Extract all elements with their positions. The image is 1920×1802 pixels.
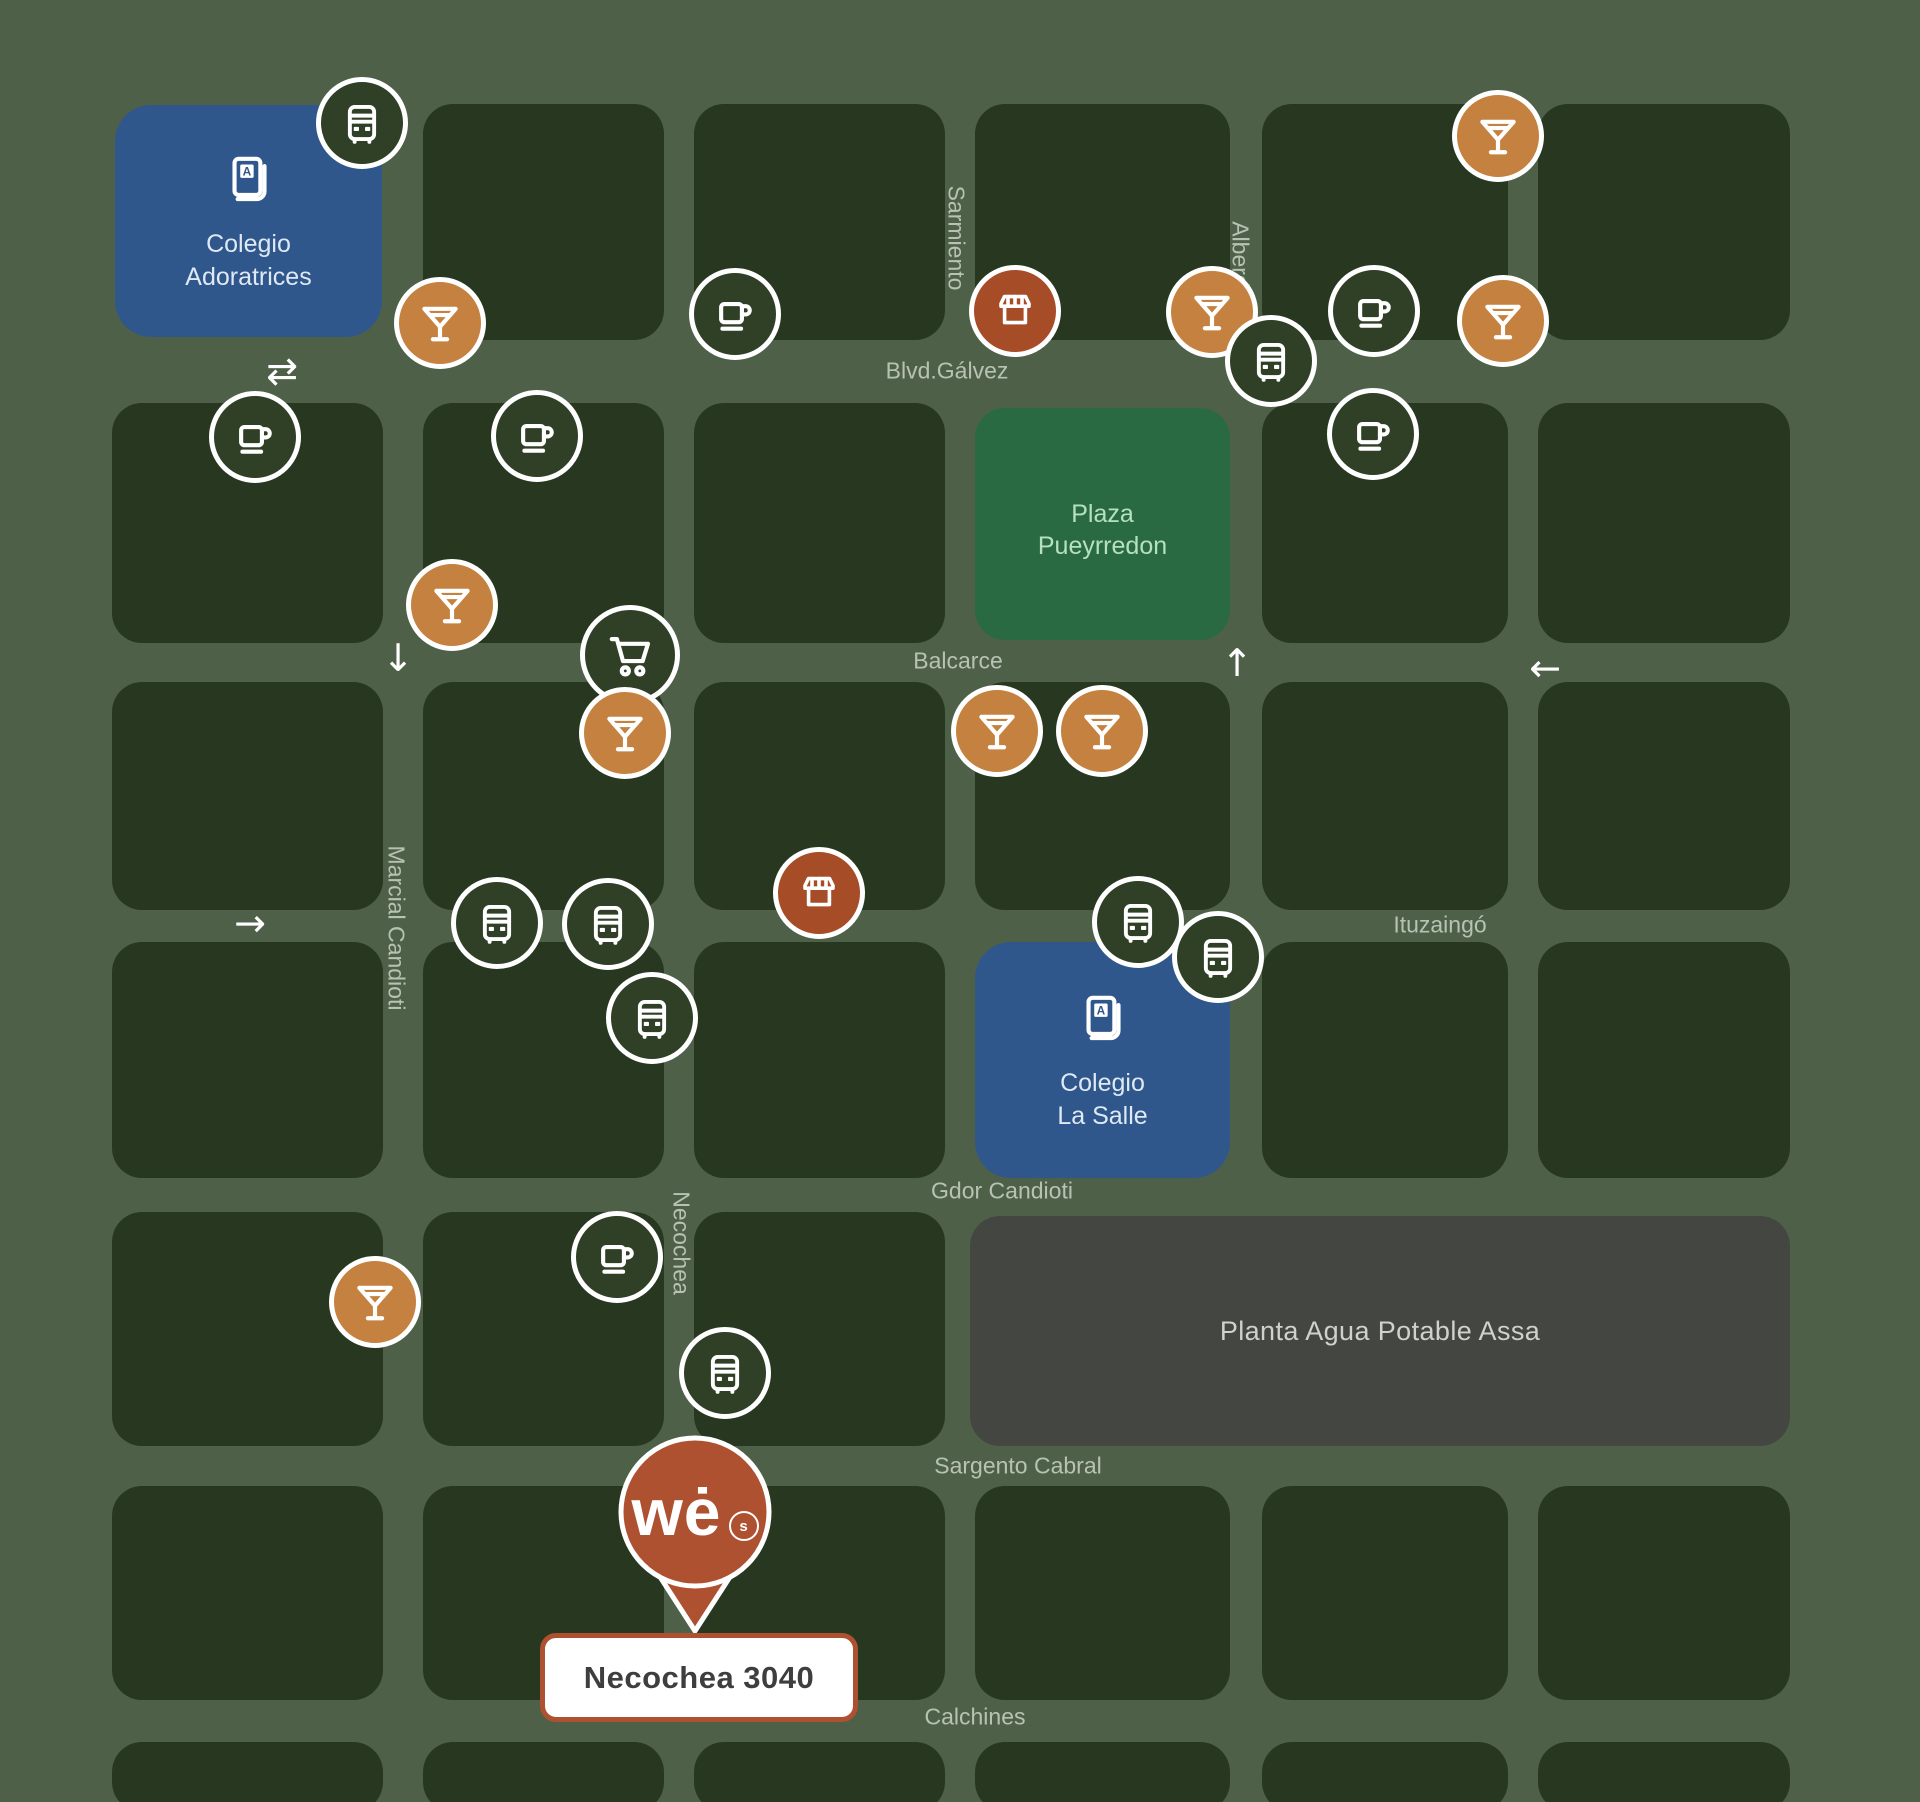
cafe-icon (1328, 265, 1420, 357)
street-label-blvd-g-lvez: Blvd.Gálvez (885, 357, 1009, 384)
down-arrow-icon: ↓ (382, 636, 414, 680)
city-block (112, 942, 383, 1178)
cocktail-bar-icon (1457, 275, 1549, 367)
landmark-label: Colegio La Salle (1057, 1069, 1148, 1130)
up-arrow-icon: ↑ (1221, 641, 1253, 685)
brand-logo: wė s (595, 1472, 795, 1552)
landmark-label: Colegio Adoratrices (185, 230, 312, 291)
book-icon: A (218, 149, 280, 216)
shop-icon (773, 847, 865, 939)
city-block (975, 1742, 1230, 1802)
landmark-label: Planta Agua Potable Assa (1219, 1315, 1541, 1346)
street-label-gdor-candioti: Gdor Candioti (931, 1177, 1073, 1204)
street-label-sargento-cabral: Sargento Cabral (934, 1452, 1102, 1479)
shop-icon (969, 265, 1061, 357)
address-text: Necochea 3040 (583, 1659, 815, 1695)
bus-stop-icon (1092, 876, 1184, 968)
bus-stop-icon (316, 77, 408, 169)
city-block (112, 682, 383, 910)
brand-badge-icon: s (728, 1511, 759, 1541)
city-block (423, 1742, 664, 1802)
cocktail-bar-icon (579, 687, 671, 779)
address-label[interactable]: Necochea 3040 (540, 1633, 858, 1722)
landmark-plaza-pueyrredon: Plaza Pueyrredon (975, 408, 1230, 640)
city-block (1538, 403, 1790, 643)
city-block (112, 1742, 383, 1802)
cafe-icon (571, 1211, 663, 1303)
landmark-label: Plaza Pueyrredon (1037, 499, 1168, 561)
cocktail-bar-icon (329, 1256, 421, 1348)
city-block (112, 1486, 383, 1700)
city-block (1538, 1486, 1790, 1700)
left-arrow-icon: ← (1529, 646, 1561, 690)
city-block (1262, 1486, 1508, 1700)
city-block (1538, 682, 1790, 910)
bus-stop-icon (1172, 911, 1264, 1003)
street-label-ituzaing-: Ituzaingó (1393, 911, 1487, 938)
city-block (1538, 942, 1790, 1178)
bus-stop-icon (606, 972, 698, 1064)
cafe-icon (689, 268, 781, 360)
city-block (1262, 942, 1508, 1178)
cocktail-bar-icon (951, 685, 1043, 777)
street-label-marcial-candioti: Marcial Candioti (383, 845, 410, 1011)
cafe-icon (491, 390, 583, 482)
two-way-arrow-icon: ⇄ (266, 349, 298, 393)
cafe-icon (1327, 388, 1419, 480)
brand-logo-text: wė (631, 1475, 722, 1549)
right-arrow-icon: → (234, 901, 266, 945)
bus-stop-icon (451, 877, 543, 969)
cafe-icon (209, 391, 301, 483)
city-block (1538, 1742, 1790, 1802)
cocktail-bar-icon (1056, 685, 1148, 777)
svg-text:A: A (242, 164, 251, 178)
svg-text:A: A (1096, 1003, 1105, 1017)
street-label-necochea: Necochea (668, 1191, 695, 1295)
city-block (694, 942, 945, 1178)
cocktail-bar-icon (1166, 266, 1258, 358)
cocktail-bar-icon (406, 559, 498, 651)
landmark-planta-agua-potable: Planta Agua Potable Assa (970, 1216, 1790, 1446)
street-label-sarmiento: Sarmiento (943, 185, 970, 291)
city-block (1262, 682, 1508, 910)
street-label-calchines: Calchines (924, 1703, 1026, 1730)
city-block (975, 1486, 1230, 1700)
city-block (1262, 1742, 1508, 1802)
book-icon: A (1072, 988, 1134, 1055)
bus-stop-icon (562, 878, 654, 970)
city-block (694, 1742, 945, 1802)
bus-stop-icon (1225, 315, 1317, 407)
cocktail-bar-icon (1452, 90, 1544, 182)
street-label-balcarce: Balcarce (913, 647, 1003, 674)
cocktail-bar-icon (394, 277, 486, 369)
bus-stop-icon (679, 1327, 771, 1419)
location-pin[interactable]: wė s (595, 1428, 795, 1640)
city-block (694, 403, 945, 643)
city-block (1538, 104, 1790, 340)
